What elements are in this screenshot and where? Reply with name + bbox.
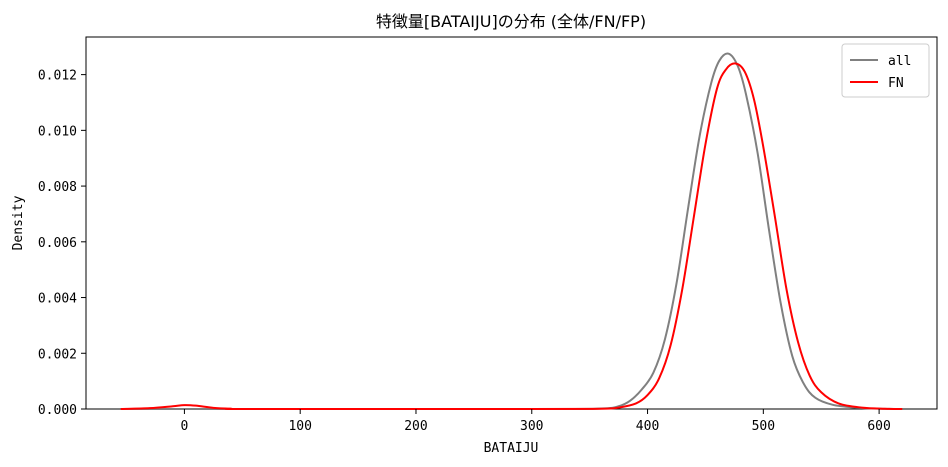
y-tick-label: 0.004 [38,292,77,307]
legend-label-fn: FN [888,76,904,91]
legend: all FN [841,43,930,98]
series-line-all [120,52,900,411]
x-tick-label: 500 [752,419,775,434]
y-tick-label: 0.002 [38,347,77,362]
legend-label-all: all [888,54,911,69]
plot-area [85,36,938,410]
y-tick-label: 0.000 [38,403,77,418]
x-tick-label: 600 [867,419,890,434]
x-tick-label: 200 [404,419,427,434]
y-tick-label: 0.010 [38,124,77,139]
y-tick-label: 0.012 [38,69,77,84]
series-line-fn [120,62,903,411]
y-tick-label: 0.006 [38,236,77,251]
y-axis-label: Density [11,195,26,250]
x-tick-label: 0 [181,419,189,434]
x-axis-label: BATAIJU [484,441,539,456]
chart-title: 特徴量[BATAIJU]の分布 (全体/FN/FP) [376,12,646,31]
y-tick-label: 0.008 [38,180,77,195]
legend-box [841,43,930,98]
x-tick-label: 100 [288,419,311,434]
x-tick-label: 400 [636,419,659,434]
x-tick-label: 300 [520,419,543,434]
